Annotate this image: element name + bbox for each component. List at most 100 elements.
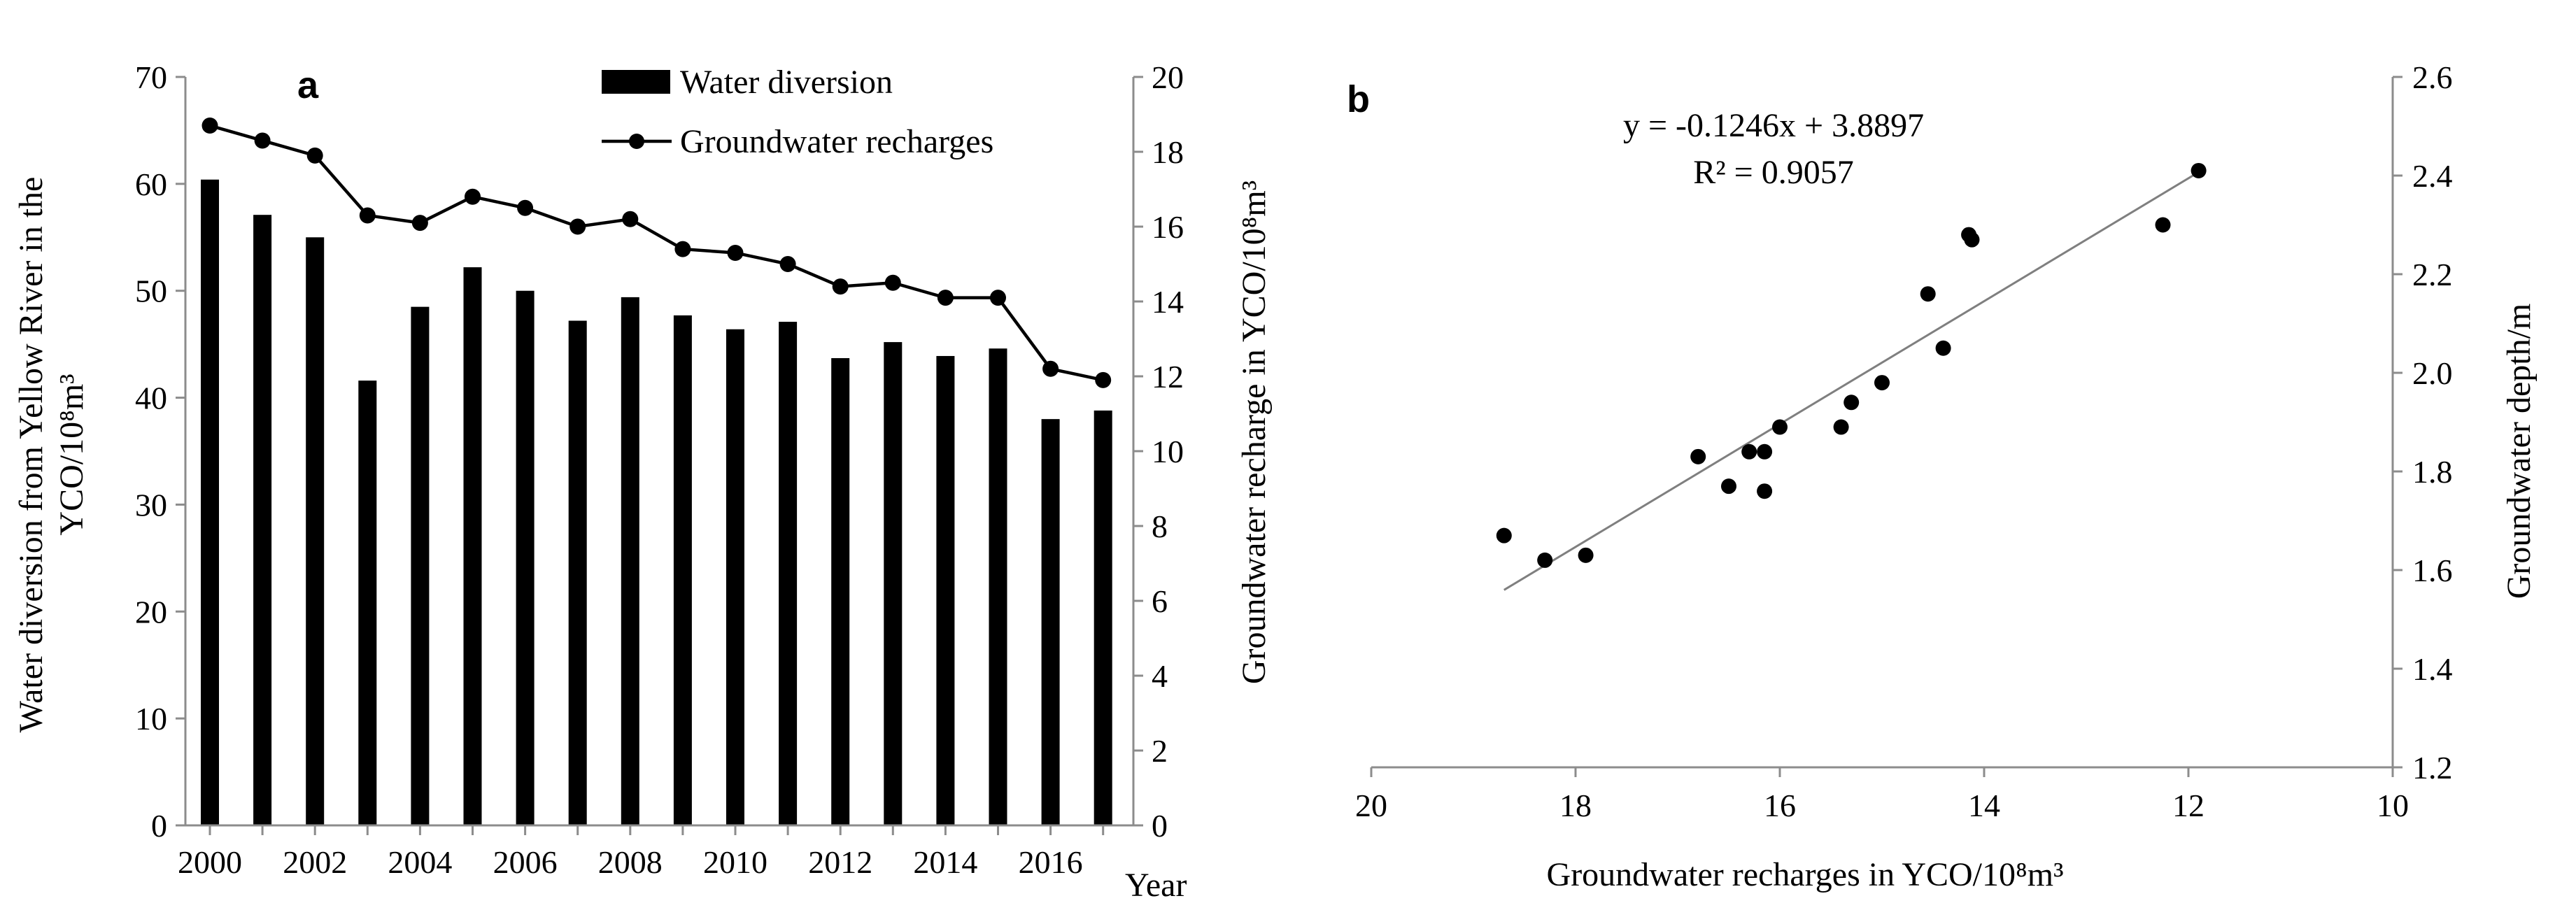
scatter-point <box>2191 162 2207 178</box>
panel-b-right-tick-label: 1.4 <box>2412 651 2453 687</box>
bar-water-diversion <box>306 237 325 825</box>
panel-a-x-tick-label: 2004 <box>388 844 452 880</box>
point-groundwater-recharge <box>832 278 849 295</box>
scatter-point <box>1964 232 1980 248</box>
point-groundwater-recharge <box>465 188 481 205</box>
scatter-point <box>1874 375 1890 391</box>
scatter-points <box>1496 162 2207 568</box>
panel-a-x-tick-label: 2000 <box>178 844 242 880</box>
panel-a-left-tick-label: 70 <box>135 59 167 95</box>
panel-a-right-tick-label: 10 <box>1152 434 1184 469</box>
scatter-point <box>1690 448 1706 464</box>
bar-series-water-diversion <box>201 179 1112 826</box>
line-series-groundwater-recharges <box>209 124 1104 382</box>
scatter-point <box>1757 443 1773 460</box>
panel-a-x-tick-label: 2006 <box>493 844 558 880</box>
scatter-point <box>1843 395 1860 411</box>
panel-a-left-tick-label: 40 <box>135 381 167 416</box>
point-groundwater-recharge <box>1095 371 1112 388</box>
panel-a-right-tick-label: 18 <box>1152 134 1184 170</box>
bar-water-diversion <box>1094 410 1112 825</box>
panel-a-right-axis-title: Groundwater recharge in YCO/10⁸m³ <box>1236 180 1273 684</box>
bar-water-diversion <box>568 320 587 825</box>
panel-b-x-tick-label: 12 <box>2172 788 2205 823</box>
panel-b-x-axis-title: Groundwater recharges in YCO/10⁸m³ <box>1547 856 2064 893</box>
bar-water-diversion <box>253 215 272 826</box>
panel-b-right-tick-label: 2.6 <box>2412 59 2453 95</box>
scatter-point <box>1757 483 1773 499</box>
panel-a-chart: 0 10 20 30 40 50 60 70 0 2 4 6 8 10 12 14 16 18 20 2000 2002… <box>13 59 1273 904</box>
bar-water-diversion <box>463 267 482 826</box>
panel-a-left-axis-title-line1: Water diversion from Yellow River in the <box>13 177 50 733</box>
point-groundwater-recharge <box>622 211 639 227</box>
point-groundwater-recharge <box>674 241 691 257</box>
bar-water-diversion <box>831 358 850 825</box>
scatter-point <box>2155 217 2171 233</box>
point-groundwater-recharge <box>411 215 428 232</box>
panel-b-x-tick-label: 20 <box>1355 788 1387 823</box>
panel-b-x-tick-label: 10 <box>2377 788 2409 823</box>
scatter-point <box>1935 340 1951 356</box>
scatter-point <box>1537 552 1553 568</box>
panel-a-right-tick-label: 12 <box>1152 359 1184 395</box>
bar-water-diversion <box>989 348 1007 825</box>
legend-label-water-diversion: Water diversion <box>680 64 893 101</box>
bar-water-diversion <box>516 290 535 825</box>
bar-water-diversion <box>411 306 430 826</box>
panel-b-right-tick-label: 2.2 <box>2412 257 2453 292</box>
panel-a-right-tick-label: 0 <box>1152 808 1168 844</box>
panel-b-axes <box>1371 77 2394 769</box>
panel-b-ticks: 20 18 16 14 12 101.2 1.4 1.6 1.8 2.0 2.2 2.4 2.6 <box>1355 59 2453 823</box>
panel-b-right-axis-title: Groundwater depth/m <box>2500 304 2538 599</box>
bar-water-diversion <box>884 342 903 826</box>
scatter-point <box>1578 547 1594 563</box>
point-groundwater-recharge <box>727 244 744 261</box>
bar-water-diversion <box>1041 419 1060 825</box>
point-groundwater-recharge <box>779 256 796 272</box>
panel-b-chart: 20 18 16 14 12 101.2 1.4 1.6 1.8 2.0 2.2 2.4 2.6 b y… <box>1347 59 2538 893</box>
scatter-point <box>1920 286 1936 302</box>
legend-marker-groundwater-recharges <box>629 134 644 149</box>
panel-a-x-tick-label: 2012 <box>808 844 872 880</box>
trendline-equation: y = -0.1246x + 3.8897 <box>1623 107 1924 144</box>
point-groundwater-recharge <box>884 274 901 291</box>
panel-a-label: a <box>297 64 319 106</box>
bar-water-diversion <box>358 381 377 825</box>
point-groundwater-recharge <box>359 207 376 224</box>
point-groundwater-recharge <box>1042 360 1059 377</box>
panel-a-right-tick-label: 16 <box>1152 209 1184 245</box>
panel-b-right-tick-label: 1.8 <box>2412 454 2453 490</box>
scatter-point <box>1772 419 1788 435</box>
panel-a-x-tick-label: 2010 <box>703 844 767 880</box>
panel-a-x-tick-label: 2014 <box>913 844 977 880</box>
panel-a-left-tick-label: 10 <box>135 701 167 737</box>
panel-b-x-tick-label: 18 <box>1559 788 1592 823</box>
panel-a-left-tick-label: 20 <box>135 594 167 630</box>
panel-a-left-tick-label: 60 <box>135 166 167 202</box>
panel-b-right-tick-label: 2.4 <box>2412 158 2453 194</box>
bar-water-diversion <box>936 355 955 825</box>
bar-water-diversion <box>621 297 639 825</box>
panel-b-x-tick-label: 14 <box>1968 788 2000 823</box>
panel-a-ticks: 0 10 20 30 40 50 60 70 0 2 4 6 8 10 12 14 16 18 20 2000 2002… <box>135 59 1184 880</box>
panel-a-right-tick-label: 6 <box>1152 583 1168 619</box>
panel-a-right-tick-label: 2 <box>1152 733 1168 769</box>
scatter-point <box>1833 419 1849 435</box>
point-groundwater-recharge <box>990 290 1006 306</box>
panel-b-right-tick-label: 1.6 <box>2412 553 2453 588</box>
panel-b-label: b <box>1347 78 1370 120</box>
panel-a-x-tick-label: 2002 <box>283 844 347 880</box>
panel-a-right-tick-label: 8 <box>1152 509 1168 544</box>
panel-b-right-tick-label: 2.0 <box>2412 355 2453 391</box>
legend-label-groundwater-recharges: Groundwater recharges <box>680 123 993 160</box>
panel-a-legend: Water diversion Groundwater recharges <box>602 64 993 160</box>
trendline-r-squared: R² = 0.9057 <box>1693 154 1853 191</box>
point-groundwater-recharge <box>254 132 271 149</box>
bar-water-diversion <box>673 315 692 825</box>
point-groundwater-recharge <box>306 147 323 164</box>
panel-b-right-tick-label: 1.2 <box>2412 750 2453 786</box>
point-groundwater-recharge <box>201 118 218 134</box>
bar-water-diversion <box>779 322 798 825</box>
